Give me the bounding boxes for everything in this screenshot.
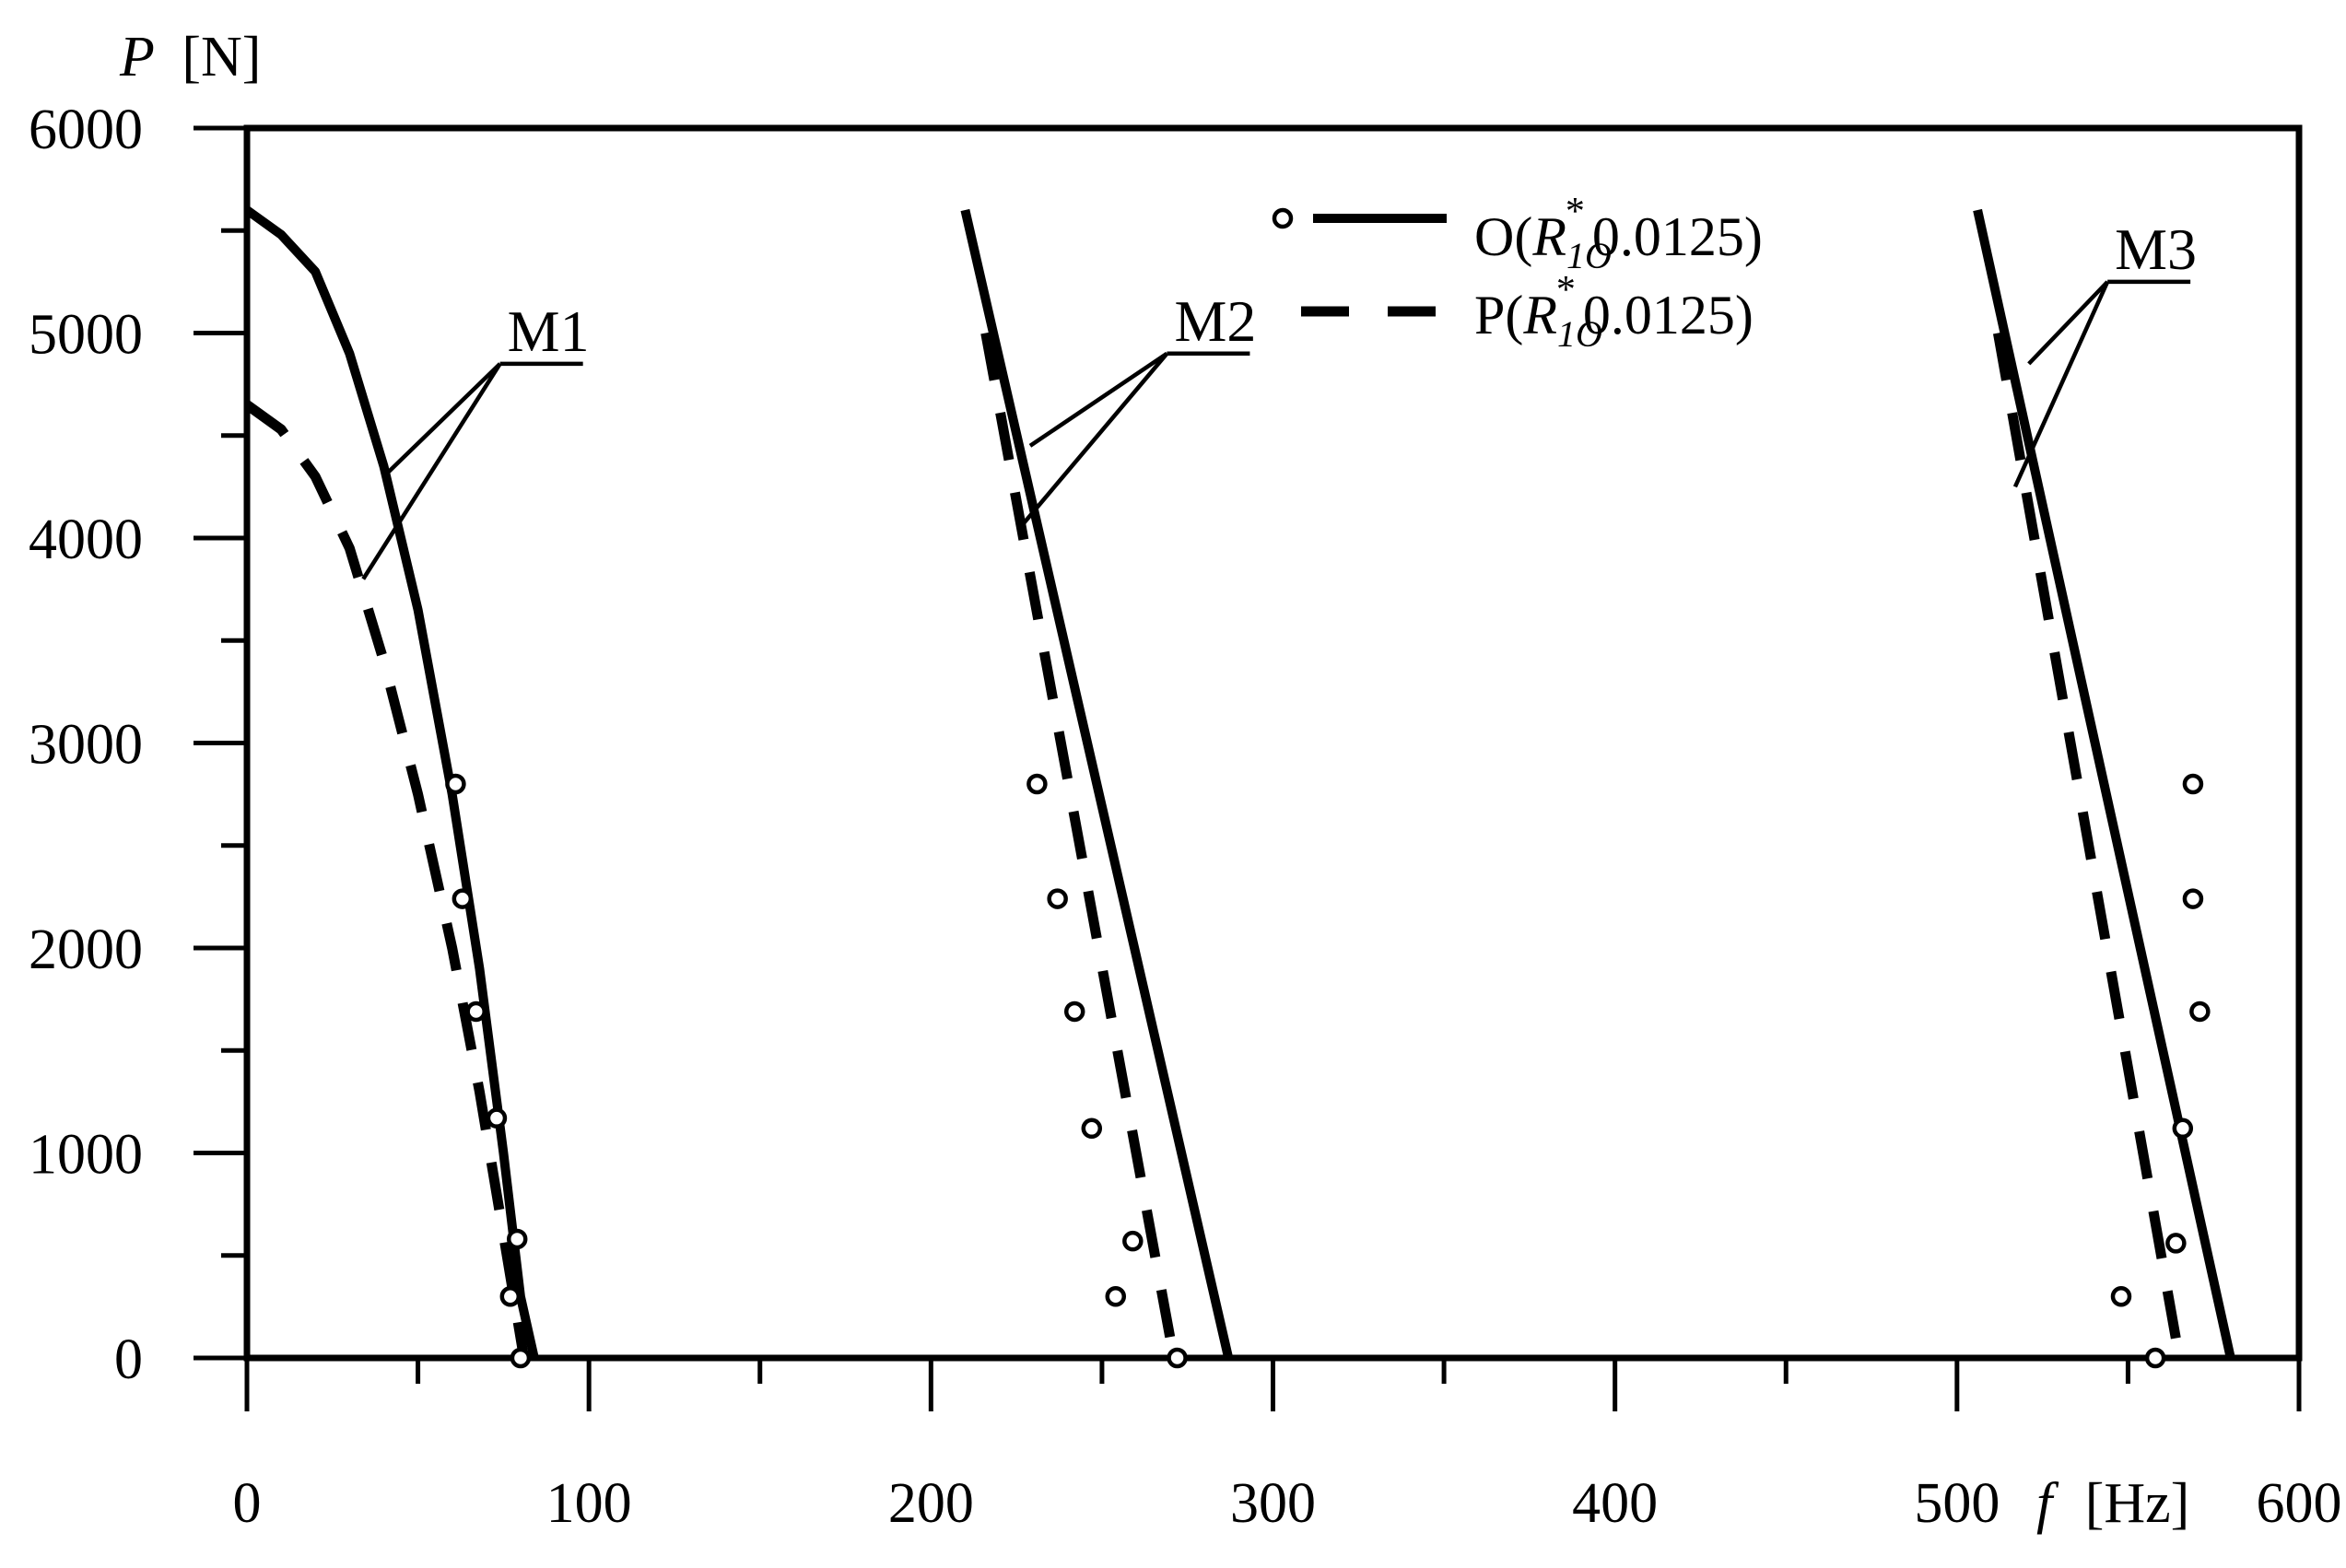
x-tick-label: 0 [233, 1472, 262, 1535]
data-point [452, 888, 474, 909]
series-line-dashed-m3 [1992, 332, 2185, 1359]
mode-label-m1: M1 [508, 298, 590, 364]
data-point [1063, 1000, 1085, 1023]
mode-label-m2: M2 [1174, 288, 1256, 354]
data-point [1122, 1230, 1144, 1252]
data-point [2182, 773, 2204, 795]
series-line-solid-m1 [244, 205, 539, 1360]
data-point [2189, 1000, 2211, 1023]
x-axis-var: f [2036, 1472, 2059, 1535]
mode-leader-line [1018, 352, 1169, 530]
x-tick-label: 400 [1572, 1472, 1658, 1535]
axis-ticks [194, 125, 2302, 1411]
data-point [465, 1000, 487, 1023]
mode-leader-line [381, 362, 502, 478]
x-tick-label: 600 [2257, 1472, 2342, 1535]
legend-circle-marker [1272, 207, 1294, 229]
y-tick-label: 4000 [29, 509, 143, 571]
x-axis-unit: [Hz] [2085, 1472, 2190, 1535]
y-tick-label: 0 [114, 1328, 143, 1391]
x-axis-title: f [Hz] [2036, 1472, 2189, 1535]
y-tick-label: 5000 [29, 304, 143, 367]
series-layer [243, 205, 2235, 1360]
series-line-solid-m2 [960, 208, 1234, 1360]
mode-leaders: M1 M2 M3 [361, 216, 2197, 580]
data-point [486, 1107, 508, 1129]
data-point [445, 773, 466, 795]
series-line-solid-m3 [1973, 208, 2235, 1360]
data-point [1167, 1347, 1188, 1369]
y-axis-unit: [N] [182, 26, 261, 88]
series-line-dashed-m2 [980, 332, 1179, 1359]
y-axis-var: P [119, 26, 155, 88]
data-point [1047, 888, 1068, 909]
data-point [1105, 1286, 1127, 1307]
legend-entry-o: O(R1O* 0.0125) [1474, 191, 1763, 276]
markers-layer [445, 773, 2211, 1369]
series-line-dashed-m1 [243, 400, 530, 1359]
data-point [2172, 1117, 2194, 1140]
x-tick-label: 200 [888, 1472, 974, 1535]
y-axis-title: P [N] [119, 26, 261, 88]
x-tick-label: 100 [546, 1472, 632, 1535]
data-point [1081, 1117, 1103, 1140]
data-point [1026, 773, 1048, 795]
data-point [2144, 1347, 2166, 1369]
mode-label-m3: M3 [2115, 216, 2197, 282]
mode-leader-line [1028, 351, 1168, 448]
legend-entry-p: P(R1O* 0.0125) [1474, 269, 1754, 355]
data-point [499, 1286, 522, 1307]
legend: O(R1O* 0.0125) P(R1O* 0.0125) [1272, 191, 1763, 355]
y-tick-label: 6000 [29, 99, 143, 161]
mode-leader-line [2012, 280, 2110, 488]
data-point [2182, 888, 2204, 909]
y-tick-labels: 0 1000 2000 3000 4000 5000 6000 [29, 99, 143, 1391]
x-tick-label: 500 [1914, 1472, 2000, 1535]
y-tick-label: 2000 [29, 919, 143, 981]
x-tick-label: 300 [1230, 1472, 1316, 1535]
mode-leader-line [361, 362, 502, 580]
data-point [2165, 1233, 2187, 1254]
mode-leader-line [2027, 280, 2109, 366]
y-tick-label: 3000 [29, 714, 143, 777]
x-tick-labels: 0 100 200 300 400 500 600 [233, 1472, 2342, 1535]
y-tick-label: 1000 [29, 1124, 143, 1187]
data-point [510, 1347, 532, 1369]
data-point [506, 1228, 528, 1250]
data-point [2110, 1286, 2132, 1307]
